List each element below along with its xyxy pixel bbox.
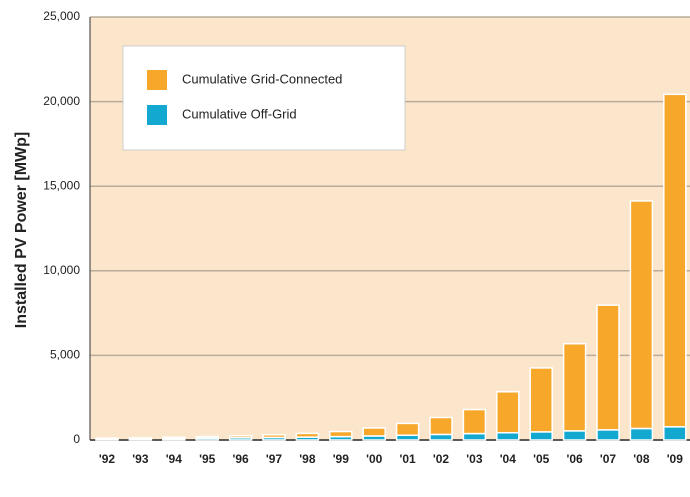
x-tick-label: '02 xyxy=(433,452,450,466)
x-tick-label: '95 xyxy=(199,452,216,466)
bar-segment xyxy=(663,426,687,441)
y-tick-label: 20,000 xyxy=(43,94,80,108)
x-tick-label: '03 xyxy=(466,452,483,466)
bar-segment xyxy=(562,430,587,441)
bar-segment xyxy=(295,432,320,438)
bar-segment xyxy=(629,200,654,430)
bar-segment xyxy=(529,367,553,433)
x-tick-label: '97 xyxy=(266,452,283,466)
x-tick-label: '99 xyxy=(333,452,350,466)
x-tick-label: '96 xyxy=(232,452,249,466)
x-tick-label: '00 xyxy=(366,452,383,466)
y-tick-label: 5,000 xyxy=(50,348,80,362)
bar-segment xyxy=(128,437,153,440)
x-tick-label: '09 xyxy=(667,452,684,466)
x-tick-label: '94 xyxy=(166,452,183,466)
x-tick-label: '04 xyxy=(500,452,517,466)
legend-swatch xyxy=(147,70,167,90)
bar-segment xyxy=(596,429,620,441)
bar-segment xyxy=(596,304,620,431)
bar-segment xyxy=(228,435,253,439)
bar-segment xyxy=(362,427,386,437)
bar-segment xyxy=(496,391,520,434)
bar-segment xyxy=(496,431,520,441)
x-tick-label: '06 xyxy=(566,452,583,466)
y-tick-label: 15,000 xyxy=(43,178,80,192)
bar-segment xyxy=(429,416,453,436)
bar-segment xyxy=(262,434,286,439)
y-tick-label: 25,000 xyxy=(43,9,80,23)
x-tick-label: '92 xyxy=(99,452,116,466)
y-tick-label: 0 xyxy=(73,432,80,446)
x-tick-label: '93 xyxy=(132,452,149,466)
x-tick-label: '07 xyxy=(600,452,617,466)
bar-segment xyxy=(529,431,553,441)
bar-segment xyxy=(329,430,353,438)
legend-swatch xyxy=(147,105,167,125)
bar-segment xyxy=(429,433,453,441)
bar-segment xyxy=(462,408,487,435)
bar-segment xyxy=(629,427,654,441)
bar-segment xyxy=(462,432,487,441)
bar-segment xyxy=(395,422,420,437)
bar-segment xyxy=(162,436,186,440)
bar-segment xyxy=(95,437,119,440)
x-tick-label: '01 xyxy=(399,452,416,466)
y-axis-label: Installed PV Power [MWp] xyxy=(13,132,30,328)
legend-label: Cumulative Off-Grid xyxy=(182,106,297,121)
bar-segment xyxy=(562,342,587,432)
x-tick-label: '98 xyxy=(299,452,316,466)
bar-segment xyxy=(195,435,219,439)
x-tick-label: '08 xyxy=(633,452,650,466)
legend-label: Cumulative Grid-Connected xyxy=(182,71,342,86)
bar-segment xyxy=(663,93,687,428)
x-tick-label: '05 xyxy=(533,452,550,466)
legend-box xyxy=(122,45,406,151)
y-tick-label: 10,000 xyxy=(43,263,80,277)
